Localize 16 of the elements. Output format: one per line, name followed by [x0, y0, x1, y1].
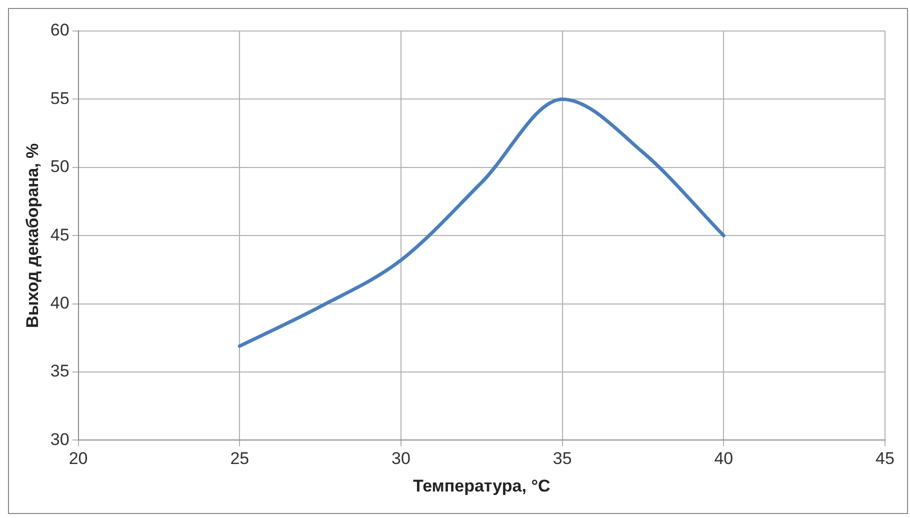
y-tick-label: 60 [50, 20, 70, 40]
x-tick-label: 40 [714, 449, 734, 468]
y-tick-label: 40 [50, 293, 70, 312]
x-axis-title: Температура, °C [413, 476, 550, 496]
x-tick-label: 35 [552, 449, 572, 468]
line-series [238, 97, 726, 348]
x-tick-label: 30 [392, 449, 410, 468]
x-tick-label: 20 [68, 449, 88, 468]
y-axis-title: Выход декаборана, % [22, 143, 42, 328]
y-tick-label: 50 [50, 157, 70, 176]
x-tick-label: 45 [876, 449, 894, 468]
x-tick-label: 25 [230, 449, 250, 468]
y-tick-label: 30 [50, 430, 70, 449]
y-tick-label: 55 [50, 88, 70, 108]
y-tick-label: 35 [50, 362, 70, 381]
y-tick-label: 45 [50, 225, 70, 244]
